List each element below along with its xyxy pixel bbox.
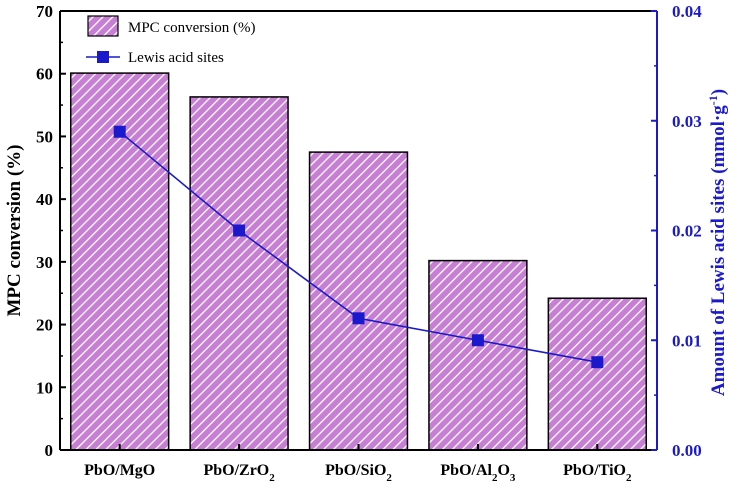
right-tick-label: 0.00 — [672, 441, 702, 460]
left-tick-label: 30 — [36, 253, 53, 272]
right-tick-label: 0.02 — [672, 222, 702, 241]
legend-bar-swatch — [87, 15, 119, 37]
right-tick-label: 0.01 — [672, 331, 702, 350]
right-axis-title: Amount of Lewis acid sites (mmol·g-1) — [706, 89, 729, 396]
left-tick-label: 20 — [36, 316, 53, 335]
label-text: PbO/SiO — [325, 462, 386, 479]
subscript: 2 — [626, 472, 632, 484]
left-tick-label: 70 — [36, 2, 53, 21]
right-axis-title-sup: -1 — [706, 95, 720, 105]
right-tick-label: 0.03 — [672, 112, 702, 131]
subscript: 2 — [269, 472, 275, 484]
left-tick-label: 60 — [36, 65, 53, 84]
left-tick-label: 0 — [45, 441, 54, 460]
legend-line-label: Lewis acid sites — [128, 50, 224, 66]
subscript: 3 — [510, 472, 516, 484]
category-label-5: PbO/TiO2 — [563, 462, 632, 484]
bar-5 — [547, 297, 648, 451]
lewis-marker-5 — [591, 356, 604, 369]
left-tick-label: 40 — [36, 190, 53, 209]
label-text: O — [497, 462, 509, 479]
right-axis-title-close: ) — [708, 89, 729, 95]
lewis-marker-4 — [471, 334, 484, 347]
bar-4 — [428, 259, 528, 451]
left-tick-label: 50 — [36, 127, 53, 146]
legend-line-marker — [97, 51, 109, 63]
label-text: PbO/TiO — [563, 462, 626, 479]
left-tick-label: 10 — [36, 378, 53, 397]
lewis-marker-1 — [113, 125, 126, 138]
subscript: 2 — [492, 472, 498, 484]
left-axis-title: MPC conversion (%) — [4, 144, 25, 316]
subscript: 2 — [386, 472, 392, 484]
category-label-1: PbO/MgO — [84, 462, 155, 479]
label-text: PbO/Al — [440, 462, 492, 479]
lewis-marker-2 — [233, 224, 246, 237]
category-label-4: PbO/Al2O3 — [440, 462, 516, 484]
bar-2 — [189, 96, 289, 451]
right-axis-title-main: Amount of Lewis acid sites (mmol·g — [708, 105, 729, 396]
legend-bar-label: MPC conversion (%) — [128, 20, 256, 36]
lewis-marker-3 — [352, 312, 365, 325]
label-text: PbO/ZrO — [203, 462, 269, 479]
label-text: PbO/MgO — [84, 462, 155, 479]
category-label-2: PbO/ZrO2 — [203, 462, 275, 484]
bar-3 — [308, 151, 409, 451]
right-tick-label: 0.04 — [672, 2, 702, 21]
category-label-3: PbO/SiO2 — [325, 462, 392, 484]
